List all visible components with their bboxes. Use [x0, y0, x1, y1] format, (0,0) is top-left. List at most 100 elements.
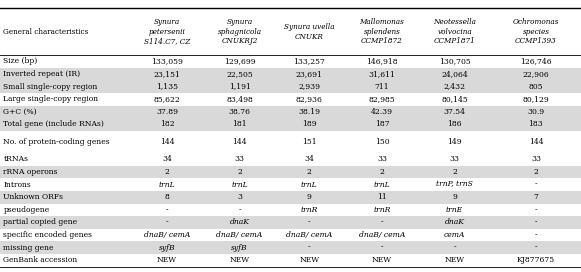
- Text: 33: 33: [531, 155, 541, 163]
- Text: 711: 711: [375, 83, 389, 91]
- Text: 82,985: 82,985: [368, 95, 396, 103]
- Text: 182: 182: [160, 120, 174, 128]
- Text: missing gene: missing gene: [3, 244, 54, 252]
- Text: -: -: [535, 218, 537, 226]
- Text: 144: 144: [160, 138, 174, 146]
- Text: 2,939: 2,939: [299, 83, 320, 91]
- Text: specific encoded genes: specific encoded genes: [3, 231, 92, 239]
- Text: 33: 33: [235, 155, 245, 163]
- Text: 7: 7: [533, 193, 539, 201]
- Text: 2: 2: [164, 168, 170, 176]
- Text: -: -: [166, 218, 168, 226]
- Text: Synura uvella
CNUKR: Synura uvella CNUKR: [284, 23, 335, 41]
- Bar: [0, 216, 581, 229]
- Text: 2: 2: [237, 168, 242, 176]
- Text: NEW: NEW: [229, 256, 250, 264]
- Text: trnP, trnS: trnP, trnS: [436, 181, 473, 188]
- Text: 2: 2: [452, 168, 457, 176]
- Text: 9: 9: [307, 193, 312, 201]
- Text: 181: 181: [232, 120, 247, 128]
- Text: Large single-copy region: Large single-copy region: [3, 95, 99, 103]
- Text: 23,691: 23,691: [296, 70, 323, 78]
- Text: Small single-copy region: Small single-copy region: [3, 83, 98, 91]
- Text: Total gene (include RNAs): Total gene (include RNAs): [3, 120, 105, 128]
- Text: 186: 186: [447, 120, 462, 128]
- Text: trnE: trnE: [446, 206, 463, 214]
- Text: 80,145: 80,145: [441, 95, 468, 103]
- Text: 151: 151: [302, 138, 317, 146]
- Text: KJ877675: KJ877675: [517, 256, 555, 264]
- Text: NEW: NEW: [157, 256, 177, 264]
- Text: 3: 3: [237, 193, 242, 201]
- Text: -: -: [308, 218, 311, 226]
- Text: Unknown ORFs: Unknown ORFs: [3, 193, 63, 201]
- Text: Synura
petersenii
S114.C7, CZ: Synura petersenii S114.C7, CZ: [144, 18, 190, 45]
- Text: 2: 2: [307, 168, 312, 176]
- Text: Mallomonas
splendens
CCMP1872: Mallomonas splendens CCMP1872: [360, 18, 404, 45]
- Bar: [0, 191, 581, 203]
- Text: -: -: [381, 244, 383, 252]
- Text: 805: 805: [529, 83, 543, 91]
- Text: 33: 33: [377, 155, 387, 163]
- Text: 42.39: 42.39: [371, 108, 393, 116]
- Text: NEW: NEW: [444, 256, 465, 264]
- Text: 2,432: 2,432: [444, 83, 465, 91]
- Text: syfB: syfB: [231, 244, 248, 252]
- Text: dnaB/ cemA: dnaB/ cemA: [359, 231, 405, 239]
- Text: dnaK: dnaK: [229, 218, 250, 226]
- Text: 187: 187: [375, 120, 389, 128]
- Text: NEW: NEW: [372, 256, 392, 264]
- Text: 38.76: 38.76: [229, 108, 250, 116]
- Text: 22,906: 22,906: [522, 70, 550, 78]
- Text: 85,622: 85,622: [153, 95, 181, 103]
- Text: -: -: [381, 218, 383, 226]
- Text: 33: 33: [450, 155, 460, 163]
- Text: 82,936: 82,936: [296, 95, 323, 103]
- Text: Inverted repeat (IR): Inverted repeat (IR): [3, 70, 81, 78]
- Bar: [0, 241, 581, 254]
- Text: dnaB/ cemA: dnaB/ cemA: [144, 231, 190, 239]
- Bar: [0, 106, 581, 118]
- Text: 2: 2: [533, 168, 539, 176]
- Text: 9: 9: [452, 193, 457, 201]
- Text: G+C (%): G+C (%): [3, 108, 37, 116]
- Text: No. of protein-coding genes: No. of protein-coding genes: [3, 138, 110, 146]
- Text: 8: 8: [164, 193, 170, 201]
- Text: General characteristics: General characteristics: [3, 28, 89, 36]
- Text: 144: 144: [529, 138, 543, 146]
- Text: 129,699: 129,699: [224, 57, 256, 66]
- Text: 146,918: 146,918: [366, 57, 398, 66]
- Text: rRNA operons: rRNA operons: [3, 168, 58, 176]
- Text: -: -: [453, 244, 456, 252]
- Text: 189: 189: [302, 120, 317, 128]
- Text: 30.9: 30.9: [528, 108, 544, 116]
- Text: 130,705: 130,705: [439, 57, 471, 66]
- Text: dnaB/ cemA: dnaB/ cemA: [217, 231, 263, 239]
- Text: 11: 11: [377, 193, 387, 201]
- Text: trnR: trnR: [301, 206, 318, 214]
- Text: 34: 34: [162, 155, 172, 163]
- Text: 83,498: 83,498: [226, 95, 253, 103]
- Text: GenBank accession: GenBank accession: [3, 256, 78, 264]
- Text: -: -: [166, 206, 168, 214]
- Bar: [0, 68, 581, 80]
- Text: trnL: trnL: [374, 181, 390, 188]
- Text: 183: 183: [529, 120, 543, 128]
- Text: 22,505: 22,505: [226, 70, 253, 78]
- Text: 150: 150: [375, 138, 389, 146]
- Text: Neotessella
volvocina
CCMP1871: Neotessella volvocina CCMP1871: [433, 18, 476, 45]
- Text: cemA: cemA: [444, 231, 465, 239]
- Text: trnR: trnR: [374, 206, 390, 214]
- Text: 149: 149: [447, 138, 462, 146]
- Text: 80,129: 80,129: [522, 95, 550, 103]
- Text: 133,257: 133,257: [293, 57, 325, 66]
- Text: Size (bp): Size (bp): [3, 57, 38, 66]
- Text: dnaB/ cemA: dnaB/ cemA: [286, 231, 332, 239]
- Text: NEW: NEW: [299, 256, 320, 264]
- Text: pseudogene: pseudogene: [3, 206, 50, 214]
- Text: 37.89: 37.89: [156, 108, 178, 116]
- Text: -: -: [535, 181, 537, 188]
- Text: -: -: [308, 244, 311, 252]
- Text: 34: 34: [304, 155, 314, 163]
- Text: Ochromonas
species
CCMP1393: Ochromonas species CCMP1393: [512, 18, 560, 45]
